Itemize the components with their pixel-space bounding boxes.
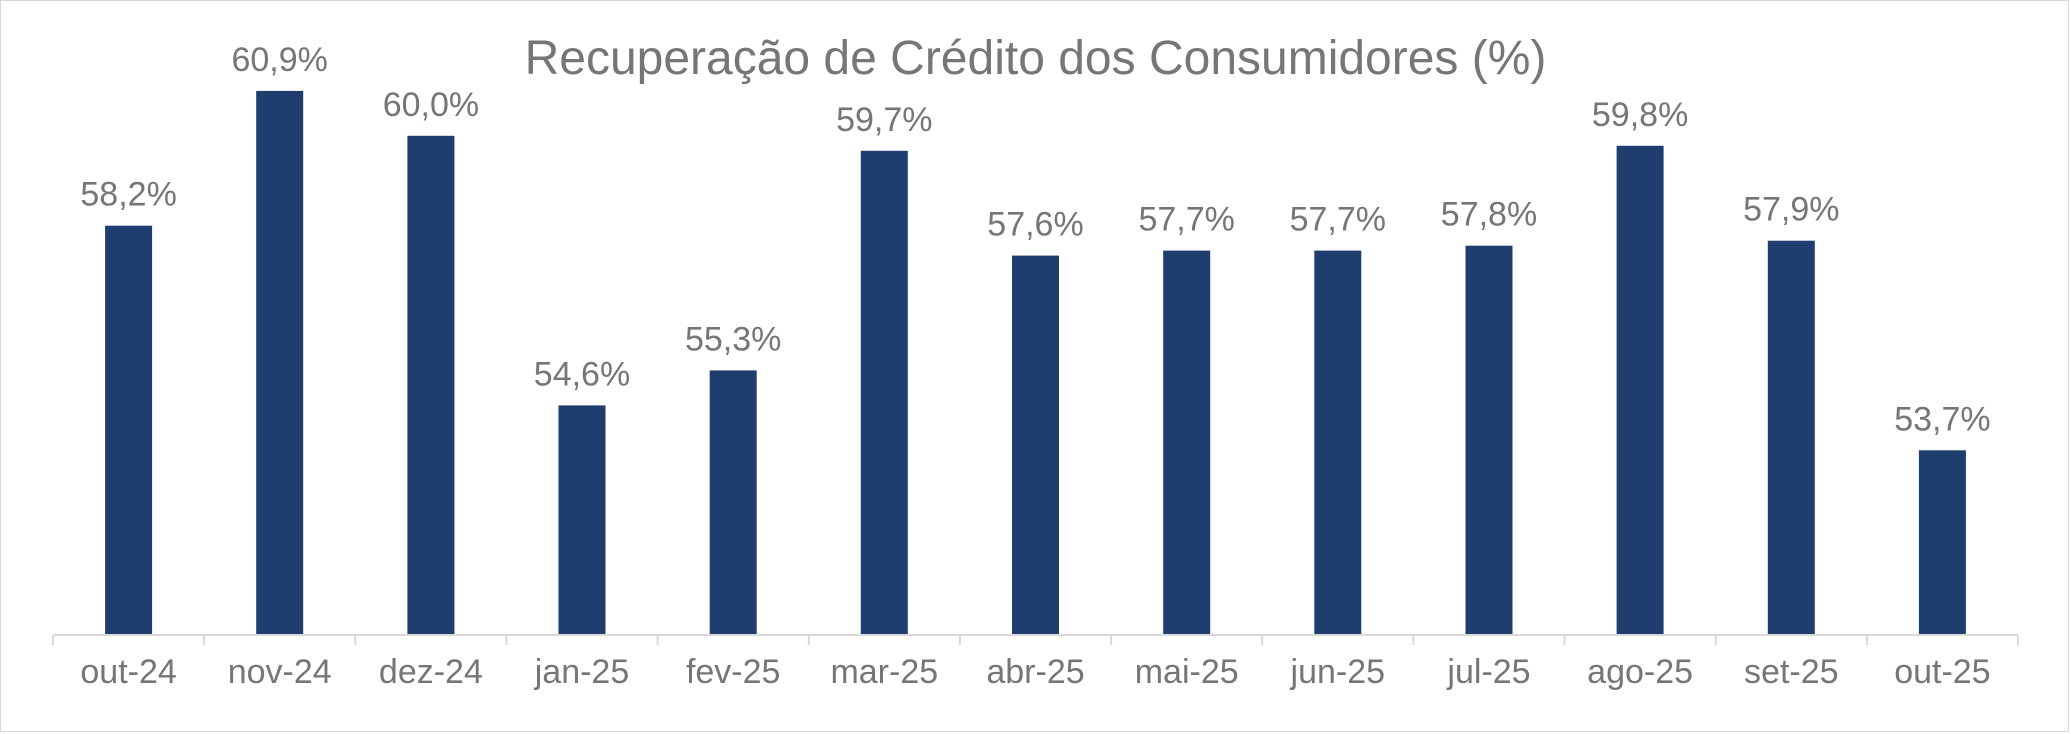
bar-out-25 — [1918, 450, 1966, 635]
x-tick-label-mai-25: mai-25 — [1135, 653, 1239, 691]
bar-fev-25 — [709, 370, 757, 635]
value-label-out-24: 58,2% — [80, 176, 176, 214]
x-tick-label-dez-24: dez-24 — [379, 653, 483, 691]
bar-dez-24 — [407, 135, 455, 636]
value-label-jan-25: 54,6% — [534, 355, 630, 393]
bar-mai-25 — [1163, 250, 1211, 635]
chart-title: Recuperação de Crédito dos Consumidores … — [524, 32, 1547, 85]
x-tick-label-mar-25: mar-25 — [830, 653, 938, 691]
value-label-abr-25: 57,6% — [987, 206, 1083, 244]
x-tick-label-jan-25: jan-25 — [534, 653, 630, 691]
value-label-set-25: 57,9% — [1743, 191, 1839, 229]
value-label-out-25: 53,7% — [1894, 400, 1990, 438]
bars-group — [105, 90, 1966, 636]
value-label-nov-24: 60,9% — [231, 41, 327, 79]
bar-ago-25 — [1616, 145, 1664, 636]
x-tick-label-jul-25: jul-25 — [1446, 653, 1530, 691]
x-tick-label-out-25: out-25 — [1894, 653, 1990, 691]
value-label-mar-25: 59,7% — [836, 101, 932, 139]
bar-abr-25 — [1012, 255, 1059, 635]
bar-jul-25 — [1465, 245, 1513, 635]
bar-nov-24 — [256, 90, 304, 635]
x-tick-label-nov-24: nov-24 — [228, 653, 332, 691]
x-tick-label-fev-25: fev-25 — [686, 653, 781, 691]
x-axis: out-24 nov-24 dez-24 jan-25 fev-25 mar-25 abr-… — [52, 634, 2019, 691]
value-labels-group: 58,2% 60,9% 60,0% 54,6% 55,3% 59,7% 57,6% 57,7%… — [80, 41, 1990, 438]
bar-set-25 — [1767, 240, 1815, 635]
bar-mar-25 — [860, 150, 908, 636]
x-tick-label-set-25: set-25 — [1744, 653, 1839, 691]
x-tick-label-abr-25: abr-25 — [986, 653, 1084, 691]
bar-out-24 — [105, 225, 153, 635]
x-tick-label-out-24: out-24 — [80, 653, 176, 691]
value-label-dez-24: 60,0% — [383, 86, 479, 124]
x-tick-label-ago-25: ago-25 — [1587, 653, 1693, 691]
x-tick-label-jun-25: jun-25 — [1290, 653, 1386, 691]
value-label-mai-25: 57,7% — [1138, 201, 1234, 239]
bar-jun-25 — [1314, 250, 1362, 635]
value-label-ago-25: 59,8% — [1592, 96, 1688, 134]
value-label-jun-25: 57,7% — [1290, 201, 1386, 239]
value-label-jul-25: 57,8% — [1441, 196, 1537, 234]
value-label-fev-25: 55,3% — [685, 320, 781, 358]
bar-jan-25 — [558, 405, 606, 635]
